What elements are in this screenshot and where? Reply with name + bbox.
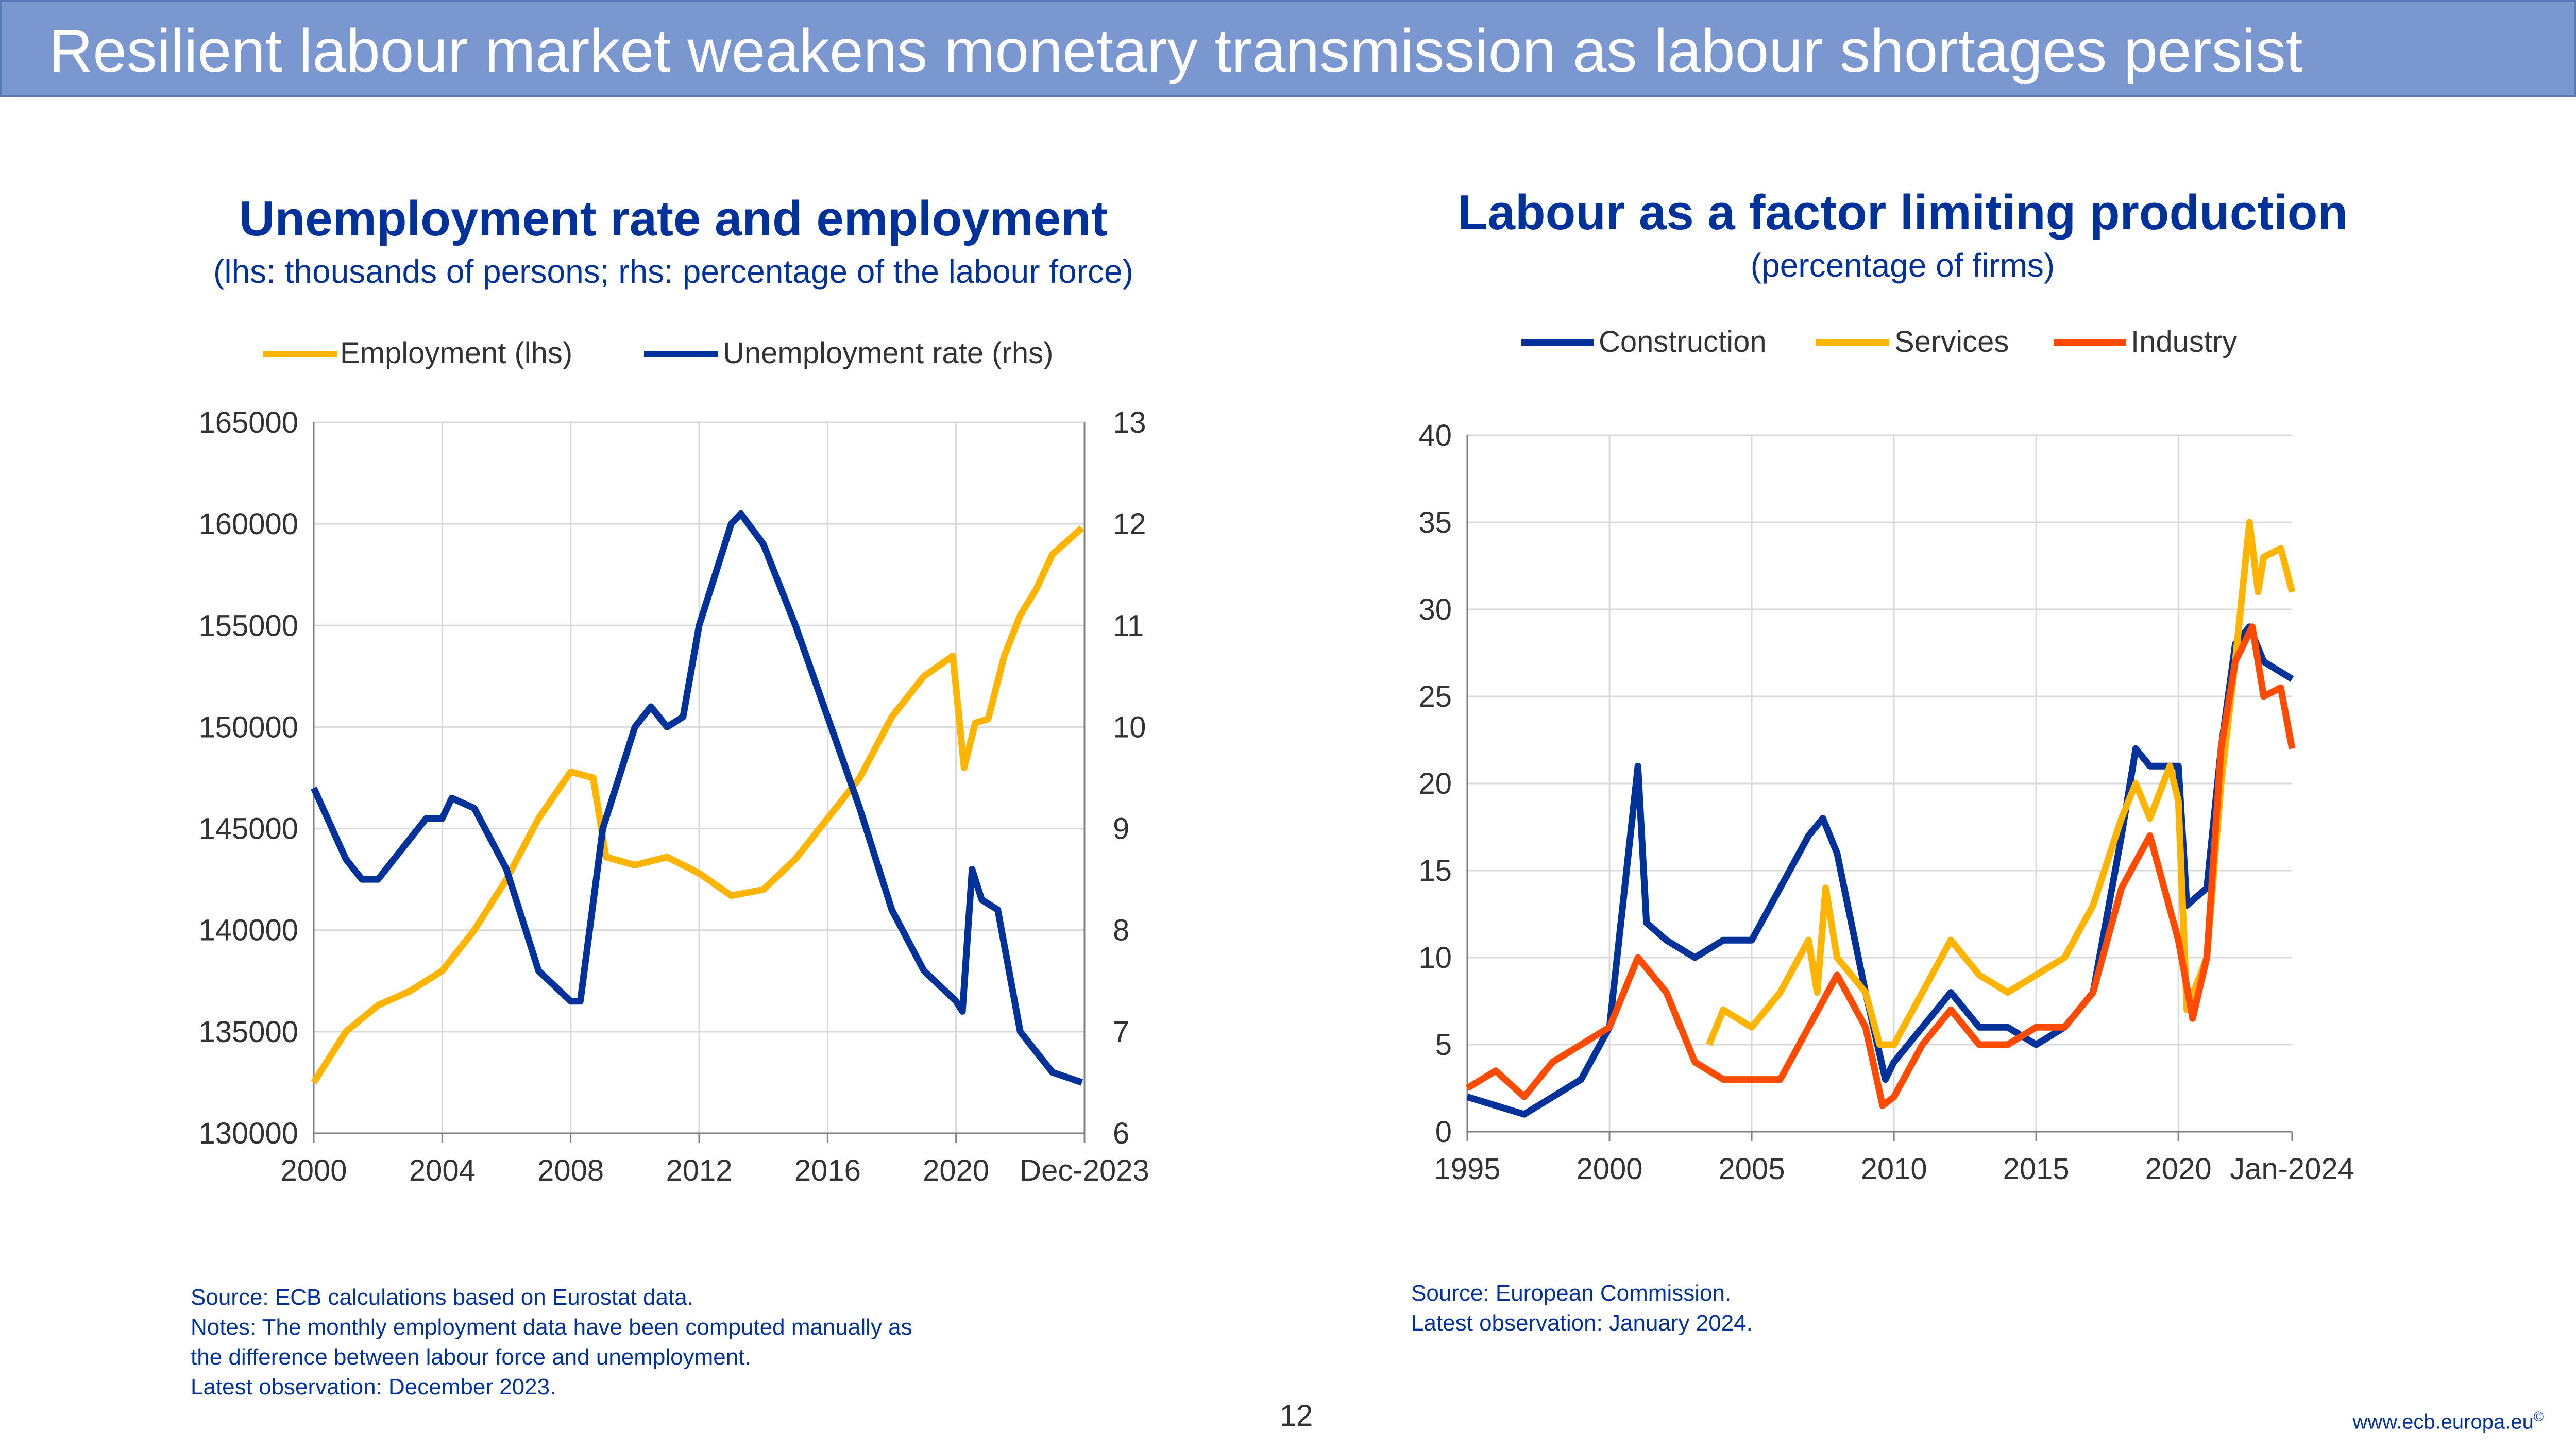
left-x-tick-label: 2020 — [923, 1154, 989, 1187]
right-chart-title: Labour as a factor limiting production — [1457, 185, 2348, 240]
right-y-tick-label: 15 — [1418, 854, 1452, 888]
left-y-right-tick-label: 12 — [1113, 507, 1146, 541]
right-x-tick-label: 2010 — [1861, 1152, 1927, 1186]
left-chart-subtitle: (lhs: thousands of persons; rhs: percent… — [213, 253, 1133, 290]
left-x-tick-label: 2000 — [280, 1154, 347, 1187]
left-x-tick-label: 2004 — [409, 1154, 476, 1187]
right-y-tick-label: 25 — [1418, 680, 1452, 713]
right-y-tick-label: 20 — [1418, 767, 1452, 800]
right-y-tick-label: 30 — [1418, 593, 1452, 626]
left-chart-title: Unemployment rate and employment — [239, 191, 1108, 246]
right-chart-subtitle: (percentage of firms) — [1750, 247, 2055, 284]
left-y-tick-label: 165000 — [198, 406, 298, 439]
slide-title: Resilient labour market weakens monetary… — [49, 17, 2303, 85]
legend-construction-label: Construction — [1599, 325, 1767, 359]
right-x-tick-label: 1995 — [1434, 1152, 1500, 1186]
right-x-tick-label: 2015 — [2003, 1152, 2070, 1186]
legend-employment-label: Employment (lhs) — [340, 336, 573, 370]
source-line: Source: European Commission. — [1411, 1281, 1732, 1306]
left-y-right-tick-label: 7 — [1113, 1015, 1129, 1049]
left-x-tick-label: Dec-2023 — [1020, 1154, 1149, 1187]
left-y-right-tick-label: 13 — [1113, 406, 1146, 439]
latest-observation: Latest observation: December 2023. — [191, 1374, 556, 1400]
left-y-tick-label: 160000 — [198, 507, 298, 541]
source-line: Source: ECB calculations based on Eurost… — [191, 1285, 693, 1310]
right-series-construction — [1466, 623, 2294, 1118]
left-y-tick-label: 140000 — [198, 914, 298, 947]
right-x-tick-label: Jan-2024 — [2230, 1152, 2354, 1186]
right-y-tick-label: 5 — [1435, 1028, 1452, 1062]
copyright-mark: © — [2533, 1409, 2544, 1424]
left-series-unemployment-rate-rhs — [311, 510, 1083, 1086]
left-y-tick-label: 150000 — [198, 710, 298, 744]
url-text[interactable]: www.ecb.europa.eu — [2352, 1410, 2534, 1434]
left-y-tick-label: 145000 — [198, 812, 298, 846]
left-source-notes: Source: ECB calculations based on Eurost… — [191, 1283, 912, 1402]
left-y-right-tick-label: 8 — [1113, 914, 1129, 947]
left-series-employment-lhs — [311, 525, 1084, 1084]
right-x-tick-label: 2020 — [2145, 1152, 2212, 1186]
right-y-tick-label: 40 — [1418, 419, 1452, 452]
slide-header: Resilient labour market weakens monetary… — [0, 0, 2576, 97]
notes-line: Notes: The monthly employment data have … — [191, 1315, 912, 1340]
right-y-tick-label: 0 — [1435, 1115, 1452, 1149]
left-y-right-tick-label: 10 — [1113, 710, 1146, 744]
left-x-tick-label: 2012 — [666, 1154, 732, 1187]
legend-unemployment-swatch — [644, 351, 718, 357]
right-x-tick-label: 2005 — [1719, 1152, 1785, 1186]
right-x-tick-label: 2000 — [1577, 1152, 1643, 1186]
legend-services-label: Services — [1894, 325, 2009, 359]
right-y-tick-label: 10 — [1418, 941, 1452, 975]
legend-unemployment-label: Unemployment rate (rhs) — [723, 336, 1054, 370]
left-y-tick-label: 155000 — [198, 609, 298, 642]
notes-line: the difference between labour force and … — [191, 1344, 751, 1370]
latest-observation: Latest observation: January 2024. — [1411, 1310, 1753, 1336]
legend-industry-swatch — [2054, 339, 2126, 346]
right-source-notes: Source: European Commission. Latest obse… — [1411, 1278, 1753, 1338]
legend-employment-swatch — [263, 351, 337, 357]
left-y-right-tick-label: 9 — [1113, 812, 1129, 846]
left-x-tick-label: 2008 — [537, 1154, 604, 1187]
left-y-tick-label: 130000 — [198, 1117, 298, 1150]
legend-construction-swatch — [1521, 339, 1594, 346]
left-x-tick-label: 2016 — [794, 1154, 861, 1187]
legend-services-swatch — [1816, 339, 1889, 346]
right-y-tick-label: 35 — [1418, 506, 1452, 539]
page-number: 12 — [1279, 1399, 1313, 1433]
left-y-tick-label: 135000 — [198, 1015, 298, 1049]
left-y-right-tick-label: 6 — [1113, 1117, 1129, 1150]
legend-industry-label: Industry — [2131, 325, 2238, 359]
right-series-industry — [1465, 623, 2296, 1109]
footer-url[interactable]: www.ecb.europa.eu© — [2353, 1409, 2544, 1434]
left-y-right-tick-label: 11 — [1113, 609, 1144, 642]
